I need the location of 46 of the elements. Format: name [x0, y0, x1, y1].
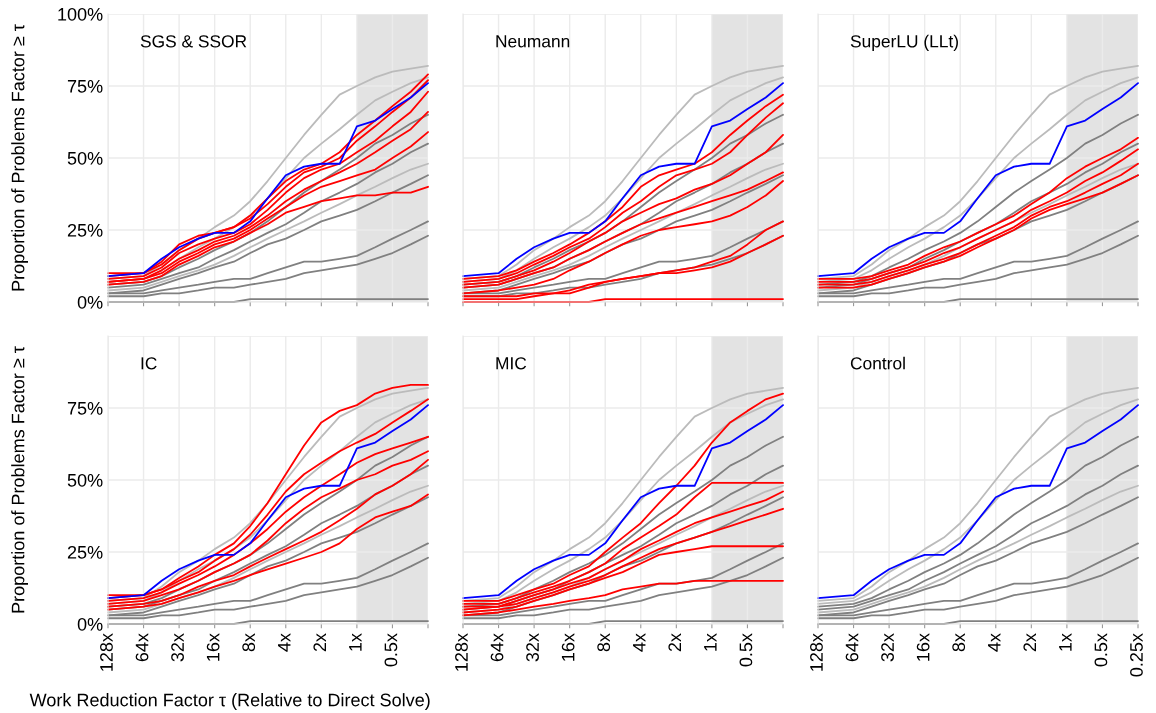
x-tick-label: 32x: [171, 633, 184, 662]
y-tick-label: 25%: [67, 545, 103, 559]
x-tick-label: 1x: [1059, 633, 1072, 651]
y-tick-label: 25%: [67, 223, 103, 237]
y-tick-label: 75%: [67, 80, 103, 93]
y-tick-label: 50%: [67, 151, 103, 165]
x-tick-label: 128x: [810, 633, 823, 671]
x-tick-label: 1x: [704, 633, 717, 651]
text: IC: [141, 357, 157, 370]
x-tick-label: 4x: [633, 633, 646, 652]
x-tick-label: 0.5x: [739, 633, 753, 667]
x-tick-label: 4x: [278, 633, 291, 652]
x-tick-label: 128x: [455, 633, 468, 671]
text: MIC: [496, 357, 527, 370]
x-tick-label: 16x: [561, 633, 575, 661]
x-axis-title: Work Reduction Factor τ (Relative to Direct Solve): [29, 693, 430, 710]
x-tick-label: 32x: [881, 633, 894, 662]
x-tick-label: 64x: [490, 633, 504, 662]
x-tick-label: 64x: [845, 633, 859, 662]
x-tick-label: 4x: [988, 633, 1001, 652]
x-tick-label: 2x: [1023, 633, 1036, 652]
y-tick-label: 100%: [58, 7, 103, 21]
text: Control: [850, 356, 905, 370]
x-tick-label: 8x: [952, 633, 966, 652]
x-tick-label: 0.25x: [1130, 633, 1143, 677]
x-tick-label: 2x: [668, 633, 681, 652]
y-axis-title: Proportion of Problems Factor ≥ τ: [11, 24, 28, 291]
x-tick-label: 8x: [597, 633, 611, 652]
text: Neumann: [496, 35, 570, 48]
y-axis-title: Proportion of Problems Factor ≥ τ: [11, 346, 28, 613]
x-tick-label: 0.5x: [384, 633, 398, 667]
x-tick-label: 0.5x: [1094, 633, 1108, 667]
y-tick-label: 50%: [67, 473, 103, 487]
x-tick-label: 2x: [313, 633, 326, 652]
y-tick-label: 75%: [67, 402, 103, 415]
x-tick-label: 16x: [916, 633, 930, 661]
x-tick-label: 8x: [242, 633, 256, 652]
text: SuperLU (LLt): [850, 34, 958, 51]
y-tick-label: 0%: [77, 617, 103, 631]
x-tick-label: 32x: [526, 633, 539, 662]
x-tick-label: 1x: [349, 633, 362, 651]
x-tick-label: 64x: [135, 633, 149, 662]
text: SGS & SSOR: [140, 35, 247, 48]
x-tick-label: 16x: [206, 633, 220, 661]
y-tick-label: 0%: [77, 295, 103, 309]
x-tick-label: 128x: [100, 633, 113, 671]
